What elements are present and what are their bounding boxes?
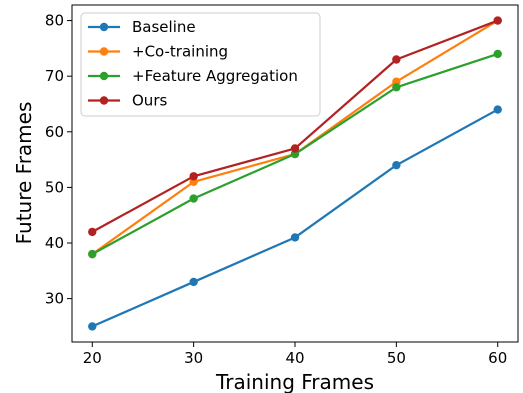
y-tick-label: 40	[45, 234, 64, 252]
legend-swatch-marker	[99, 96, 109, 105]
y-axis-ticks: 30 40 50 60 70 80	[45, 12, 72, 308]
series-line-0	[91, 108, 499, 328]
legend-label: Baseline	[132, 18, 196, 36]
data-point	[189, 194, 198, 203]
y-tick-label: 80	[45, 12, 64, 30]
x-tick-label: 30	[184, 349, 203, 367]
y-tick-label: 70	[45, 67, 64, 85]
x-axis-label: Training Frames	[215, 370, 374, 393]
y-tick-label: 60	[45, 123, 64, 141]
x-tick-label: 60	[488, 349, 507, 367]
data-point	[88, 322, 97, 331]
data-point	[392, 55, 401, 64]
x-tick-label: 50	[387, 349, 406, 367]
x-axis-ticks: 20 30 40 50 60	[83, 342, 507, 367]
data-point	[290, 144, 300, 153]
x-tick-label: 40	[285, 349, 304, 367]
data-point	[88, 227, 97, 237]
legend-label: +Feature Aggregation	[132, 67, 298, 85]
y-axis-label: Future Frames	[12, 102, 36, 245]
legend-label: +Co-training	[132, 43, 228, 61]
y-tick-label: 30	[45, 290, 64, 308]
data-point	[189, 172, 198, 181]
legend-swatch-marker	[99, 71, 109, 81]
legend-swatch-marker	[99, 47, 109, 56]
data-point	[392, 160, 401, 170]
plot-lines	[88, 16, 502, 331]
data-point	[392, 83, 401, 92]
legend-box	[80, 12, 321, 117]
x-tick-label: 20	[83, 349, 102, 367]
data-point	[88, 249, 97, 259]
legend-label: Ours	[132, 92, 167, 110]
data-point	[290, 233, 300, 242]
y-tick-label: 50	[45, 178, 64, 196]
data-point	[493, 49, 502, 59]
data-point	[493, 16, 502, 25]
data-point	[189, 277, 198, 287]
legend-swatch-marker	[99, 22, 109, 32]
data-point	[493, 105, 502, 114]
legend: Baseline +Co-training +Feature Aggregation…	[80, 12, 321, 117]
